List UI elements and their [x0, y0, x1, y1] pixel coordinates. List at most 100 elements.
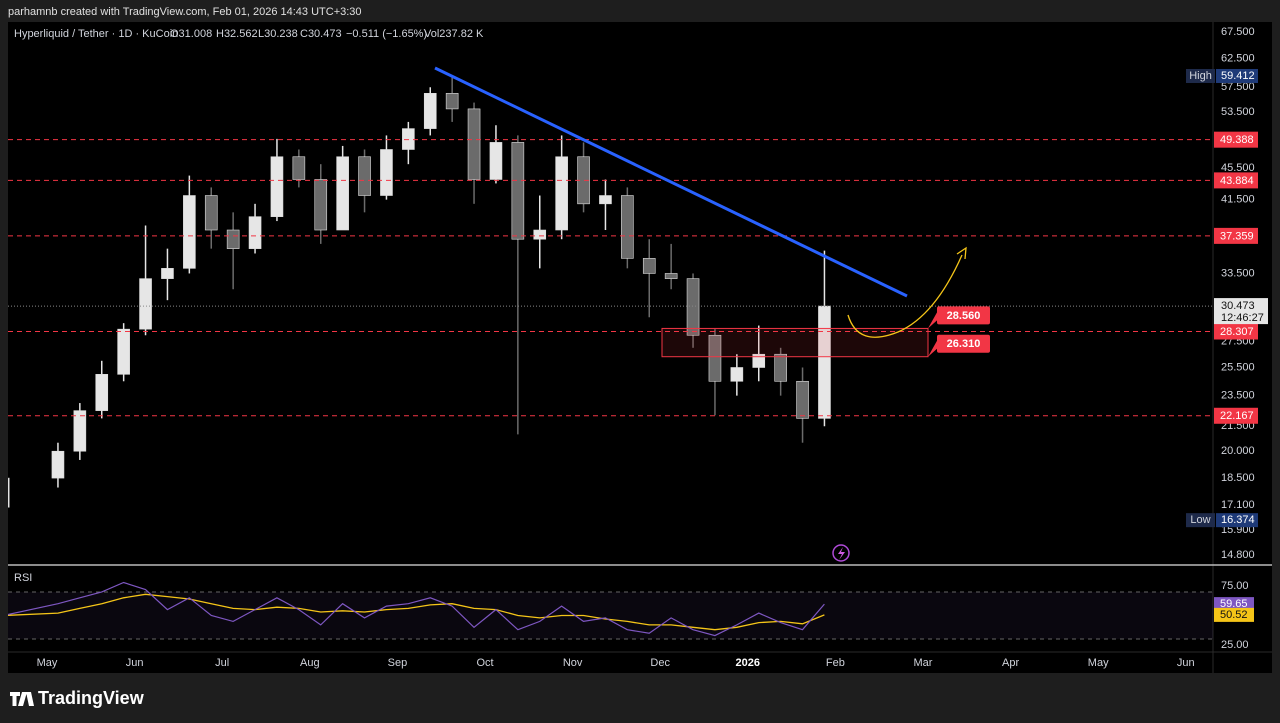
hl-tag: High — [1189, 70, 1212, 82]
candle-body — [358, 156, 371, 196]
volume: Vol237.82 K — [424, 28, 484, 40]
price-pane — [8, 75, 1213, 508]
rsi-pane — [8, 581, 1213, 640]
level-label-box — [1214, 407, 1258, 424]
change: −0.511 (−1.65%) — [346, 28, 427, 40]
candle-body — [204, 195, 218, 231]
candle-body — [292, 156, 306, 180]
y-tick-label: 23.500 — [1221, 390, 1255, 402]
level-label-box — [1214, 227, 1258, 244]
rsi-line — [8, 581, 825, 637]
rsi-band — [8, 592, 1213, 639]
projection-arrow — [847, 254, 963, 338]
candle-body — [511, 142, 525, 240]
candle-body — [489, 142, 503, 180]
level-label-box — [1214, 172, 1258, 189]
x-tick-label: Apr — [1002, 657, 1019, 669]
logo-mark — [10, 692, 34, 706]
ohlc-close: C30.473 — [300, 28, 342, 40]
chart-panel — [8, 22, 1272, 673]
rsi-title: RSI — [14, 572, 32, 584]
rsi-last-box — [1214, 607, 1254, 622]
level-label-box — [1214, 323, 1258, 340]
candle-body — [314, 179, 328, 231]
candle-body — [445, 93, 459, 110]
candle-body — [248, 216, 262, 249]
hl-tag: Low — [1190, 514, 1210, 526]
x-tick-label: Oct — [476, 657, 493, 669]
y-tick-label: 18.500 — [1221, 472, 1255, 484]
candle-body — [642, 258, 656, 274]
symbol: Hyperliquid / Tether · 1D · KuCoin — [14, 28, 178, 40]
candle-body — [73, 410, 87, 452]
zone-label: 28.560 — [947, 310, 981, 322]
event-icon[interactable] — [832, 544, 850, 562]
brand-logo: TradingView — [10, 688, 145, 708]
legend: Hyperliquid / Tether · 1D · KuCoin O31.0… — [14, 28, 484, 40]
countdown: 12:46:27 — [1221, 312, 1264, 324]
candle-body — [336, 156, 349, 231]
y-tick-label: 25.500 — [1221, 361, 1255, 373]
candle-body — [183, 195, 196, 269]
candle-body — [774, 353, 787, 382]
candle-body — [117, 328, 130, 375]
candle-body — [161, 268, 174, 279]
rsi-tick-label: 25.00 — [1221, 639, 1249, 651]
zone-callout — [928, 312, 937, 329]
candle-body — [270, 156, 284, 217]
x-tick-label: Sep — [388, 657, 408, 669]
level-label: 22.167 — [1220, 410, 1254, 422]
y-tick-label: 14.800 — [1221, 549, 1255, 561]
candle-body — [686, 278, 700, 336]
level-label-box — [1214, 131, 1258, 148]
hl-value: 16.374 — [1221, 514, 1255, 526]
y-tick-label: 45.500 — [1221, 162, 1255, 174]
x-tick-label: Nov — [563, 657, 583, 669]
level-label: 28.307 — [1220, 326, 1254, 338]
caption: parhamnb created with TradingView.com, F… — [8, 6, 362, 18]
y-tick-label: 33.500 — [1221, 267, 1255, 279]
x-tick-label: May — [1088, 657, 1109, 669]
y-tick-label: 62.500 — [1221, 52, 1255, 64]
candle-body — [730, 367, 744, 382]
y-tick-label: 17.100 — [1221, 499, 1255, 511]
ohlc-open: O31.008 — [170, 28, 212, 40]
candle-body — [8, 477, 10, 508]
y-tick-label: 53.500 — [1221, 106, 1255, 118]
rsi-tick-label: 75.00 — [1221, 580, 1249, 592]
zone-label-box — [937, 334, 990, 353]
candle-body — [467, 108, 481, 180]
hl-value-box — [1216, 68, 1258, 83]
candle-body — [533, 229, 547, 240]
candle-body — [95, 374, 109, 411]
ohlc-low: L30.238 — [258, 28, 298, 40]
y-tick-label: 15.900 — [1221, 524, 1255, 536]
hl-value: 59.412 — [1221, 70, 1255, 82]
candle-body — [380, 149, 393, 196]
zone-label-box — [937, 306, 990, 325]
hl-tag-box — [1186, 68, 1215, 83]
candle-body — [599, 195, 612, 205]
event-bolt — [838, 547, 845, 560]
candle-body — [752, 353, 766, 368]
hl-value-box — [1216, 513, 1258, 528]
x-tick-label: Jun — [126, 657, 144, 669]
candle-body — [796, 380, 809, 419]
level-label: 49.388 — [1220, 134, 1254, 146]
y-tick-label: 20.000 — [1221, 445, 1255, 457]
zone-box — [661, 327, 929, 358]
axes: May Jun Jul Aug Sep Oct Nov Dec 2026 Feb Mar Apr May… — [37, 26, 1268, 669]
zone-callout — [928, 340, 937, 357]
x-tick-label: Feb — [826, 657, 845, 669]
candle-body — [818, 305, 831, 419]
trend-line — [434, 66, 908, 298]
arrow-head — [956, 246, 967, 260]
level-label: 37.359 — [1220, 230, 1254, 242]
candle-body — [51, 450, 65, 479]
candle-body — [621, 195, 634, 259]
ohlc-high: H32.562 — [216, 28, 258, 40]
rsi-ma-line — [8, 593, 825, 631]
